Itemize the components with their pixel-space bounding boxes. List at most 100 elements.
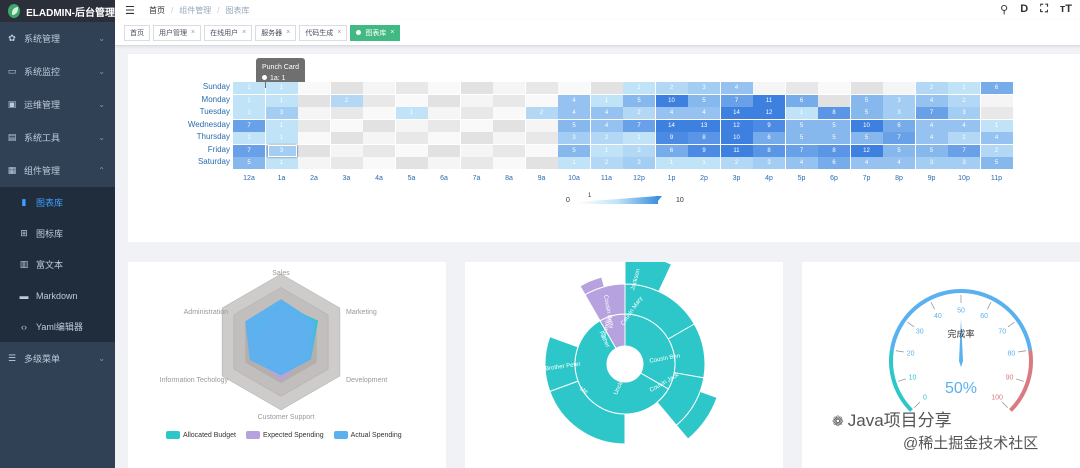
sidebar-subitem-3[interactable]: ▬ Markdown <box>0 280 115 311</box>
heatmap-cell[interactable]: 3 <box>688 82 720 94</box>
heatmap-cell[interactable]: 2 <box>720 157 753 169</box>
heatmap-cell[interactable] <box>395 94 428 107</box>
heatmap-cell[interactable] <box>330 107 363 119</box>
heatmap-cell[interactable]: 8 <box>818 144 850 157</box>
radar-series-area[interactable] <box>245 299 316 376</box>
heatmap-cell[interactable]: 1 <box>265 132 298 144</box>
heatmap-cell[interactable] <box>428 107 460 119</box>
heatmap-cell[interactable]: 1 <box>590 94 623 107</box>
heatmap-cell[interactable]: 2 <box>623 144 655 157</box>
heatmap-cell[interactable]: 6 <box>818 157 850 169</box>
heatmap-cell[interactable]: 3 <box>753 157 785 169</box>
heatmap-cell[interactable]: 3 <box>948 107 980 119</box>
heatmap-cell[interactable] <box>785 82 818 94</box>
heatmap-cell[interactable]: 1 <box>233 107 265 119</box>
close-icon[interactable]: × <box>337 29 342 36</box>
heatmap-cell[interactable]: 5 <box>623 94 655 107</box>
heatmap-cell[interactable] <box>363 82 395 94</box>
heatmap-cell[interactable]: 5 <box>850 107 883 119</box>
heatmap-cell[interactable]: 3 <box>558 132 590 144</box>
heatmap-cell[interactable] <box>298 132 330 144</box>
heatmap-cell[interactable] <box>395 132 428 144</box>
heatmap-cell[interactable] <box>980 107 1013 119</box>
heatmap-cell[interactable]: 6 <box>785 94 818 107</box>
heatmap-cell[interactable] <box>818 94 850 107</box>
heatmap-cell[interactable]: 6 <box>753 132 785 144</box>
tag-1[interactable]: 用户管理 × <box>153 24 202 41</box>
heatmap-cell[interactable]: 2 <box>980 144 1013 157</box>
heatmap-cell[interactable]: 4 <box>850 157 883 169</box>
heatmap-cell[interactable] <box>330 132 363 144</box>
sunburst-segment[interactable] <box>544 335 579 393</box>
heatmap-cell[interactable]: 1 <box>395 107 428 119</box>
heatmap-cell[interactable] <box>460 94 493 107</box>
heatmap-cell[interactable]: 5 <box>883 144 915 157</box>
heatmap-cell[interactable] <box>395 144 428 157</box>
heatmap-cell[interactable]: 5 <box>850 132 883 144</box>
heatmap-cell[interactable] <box>493 144 525 157</box>
heatmap-cell[interactable]: 3 <box>915 157 948 169</box>
heatmap-cell[interactable] <box>558 82 590 94</box>
heatmap-cell[interactable]: 1 <box>980 119 1013 132</box>
heatmap-cell[interactable]: 9 <box>655 132 688 144</box>
heatmap-cell[interactable]: 5 <box>785 132 818 144</box>
legend-item[interactable]: Allocated Budget <box>166 431 236 439</box>
legend-item[interactable]: Actual Spending <box>333 431 402 439</box>
heatmap-cell[interactable]: 6 <box>980 82 1013 94</box>
heatmap-cell[interactable]: 4 <box>720 82 753 94</box>
heatmap-cell[interactable]: 1 <box>623 82 655 94</box>
heatmap-cell[interactable] <box>460 144 493 157</box>
heatmap-cell[interactable] <box>363 119 395 132</box>
heatmap-cell[interactable] <box>363 94 395 107</box>
heatmap-cell[interactable]: 1 <box>233 132 265 144</box>
heatmap-cell[interactable] <box>525 132 558 144</box>
heatmap-cell[interactable]: 1 <box>265 82 298 94</box>
heatmap-cell[interactable]: 9 <box>753 119 785 132</box>
heatmap-cell[interactable] <box>298 82 330 94</box>
heatmap-cell[interactable]: 4 <box>558 107 590 119</box>
heatmap-cell[interactable]: 12 <box>720 119 753 132</box>
sunburst-segment[interactable] <box>574 320 669 415</box>
hamburger-icon[interactable]: ☰ <box>125 4 135 17</box>
heatmap-cell[interactable]: 2 <box>623 107 655 119</box>
sidebar-item-4[interactable]: ▦ 组件管理 ⌃ <box>0 154 115 187</box>
sidebar-item-2[interactable]: ▣ 运维管理 ⌄ <box>0 88 115 121</box>
heatmap-cell[interactable]: 2 <box>525 107 558 119</box>
sidebar-item-1[interactable]: ▭ 系统监控 ⌄ <box>0 55 115 88</box>
heatmap-cell[interactable]: 11 <box>720 144 753 157</box>
heatmap-cell[interactable] <box>460 107 493 119</box>
heatmap-cell[interactable] <box>298 144 330 157</box>
heatmap-cell[interactable]: 8 <box>818 107 850 119</box>
heatmap-cell[interactable]: 7 <box>948 144 980 157</box>
heatmap-cell[interactable]: 4 <box>883 157 915 169</box>
heatmap-cell[interactable] <box>330 119 363 132</box>
heatmap-cell[interactable]: 11 <box>753 94 785 107</box>
heatmap-cell[interactable] <box>428 94 460 107</box>
heatmap-cell[interactable]: 6 <box>883 119 915 132</box>
heatmap-cell[interactable]: 6 <box>655 144 688 157</box>
doc-icon[interactable]: D <box>1020 3 1029 15</box>
tag-4[interactable]: 代码生成 × <box>299 24 348 41</box>
heatmap-cell[interactable]: 7 <box>233 144 265 157</box>
heatmap-cell[interactable]: 5 <box>818 119 850 132</box>
heatmap-cell[interactable] <box>493 94 525 107</box>
close-icon[interactable]: × <box>242 29 247 36</box>
heatmap-cell[interactable] <box>395 82 428 94</box>
heatmap-cell[interactable]: 12 <box>753 107 785 119</box>
heatmap-cell[interactable]: 1 <box>233 94 265 107</box>
heatmap-cell[interactable]: 4 <box>558 94 590 107</box>
heatmap-cell[interactable]: 14 <box>720 107 753 119</box>
visual-map[interactable] <box>578 196 668 210</box>
heatmap-cell[interactable] <box>428 82 460 94</box>
heatmap-cell[interactable]: 5 <box>785 119 818 132</box>
heatmap-cell[interactable]: 1 <box>233 82 265 94</box>
heatmap-cell[interactable] <box>298 107 330 119</box>
heatmap-cell[interactable]: 8 <box>688 132 720 144</box>
sunburst-segment[interactable] <box>579 276 605 296</box>
heatmap-cell[interactable]: 7 <box>623 119 655 132</box>
heatmap-cell[interactable]: 5 <box>818 132 850 144</box>
heatmap-cell[interactable]: 12 <box>850 144 883 157</box>
sidebar-item-0[interactable]: ✿ 系统管理 ⌄ <box>0 22 115 55</box>
heatmap-cell[interactable]: 9 <box>688 144 720 157</box>
heatmap-cell[interactable]: 10 <box>655 94 688 107</box>
